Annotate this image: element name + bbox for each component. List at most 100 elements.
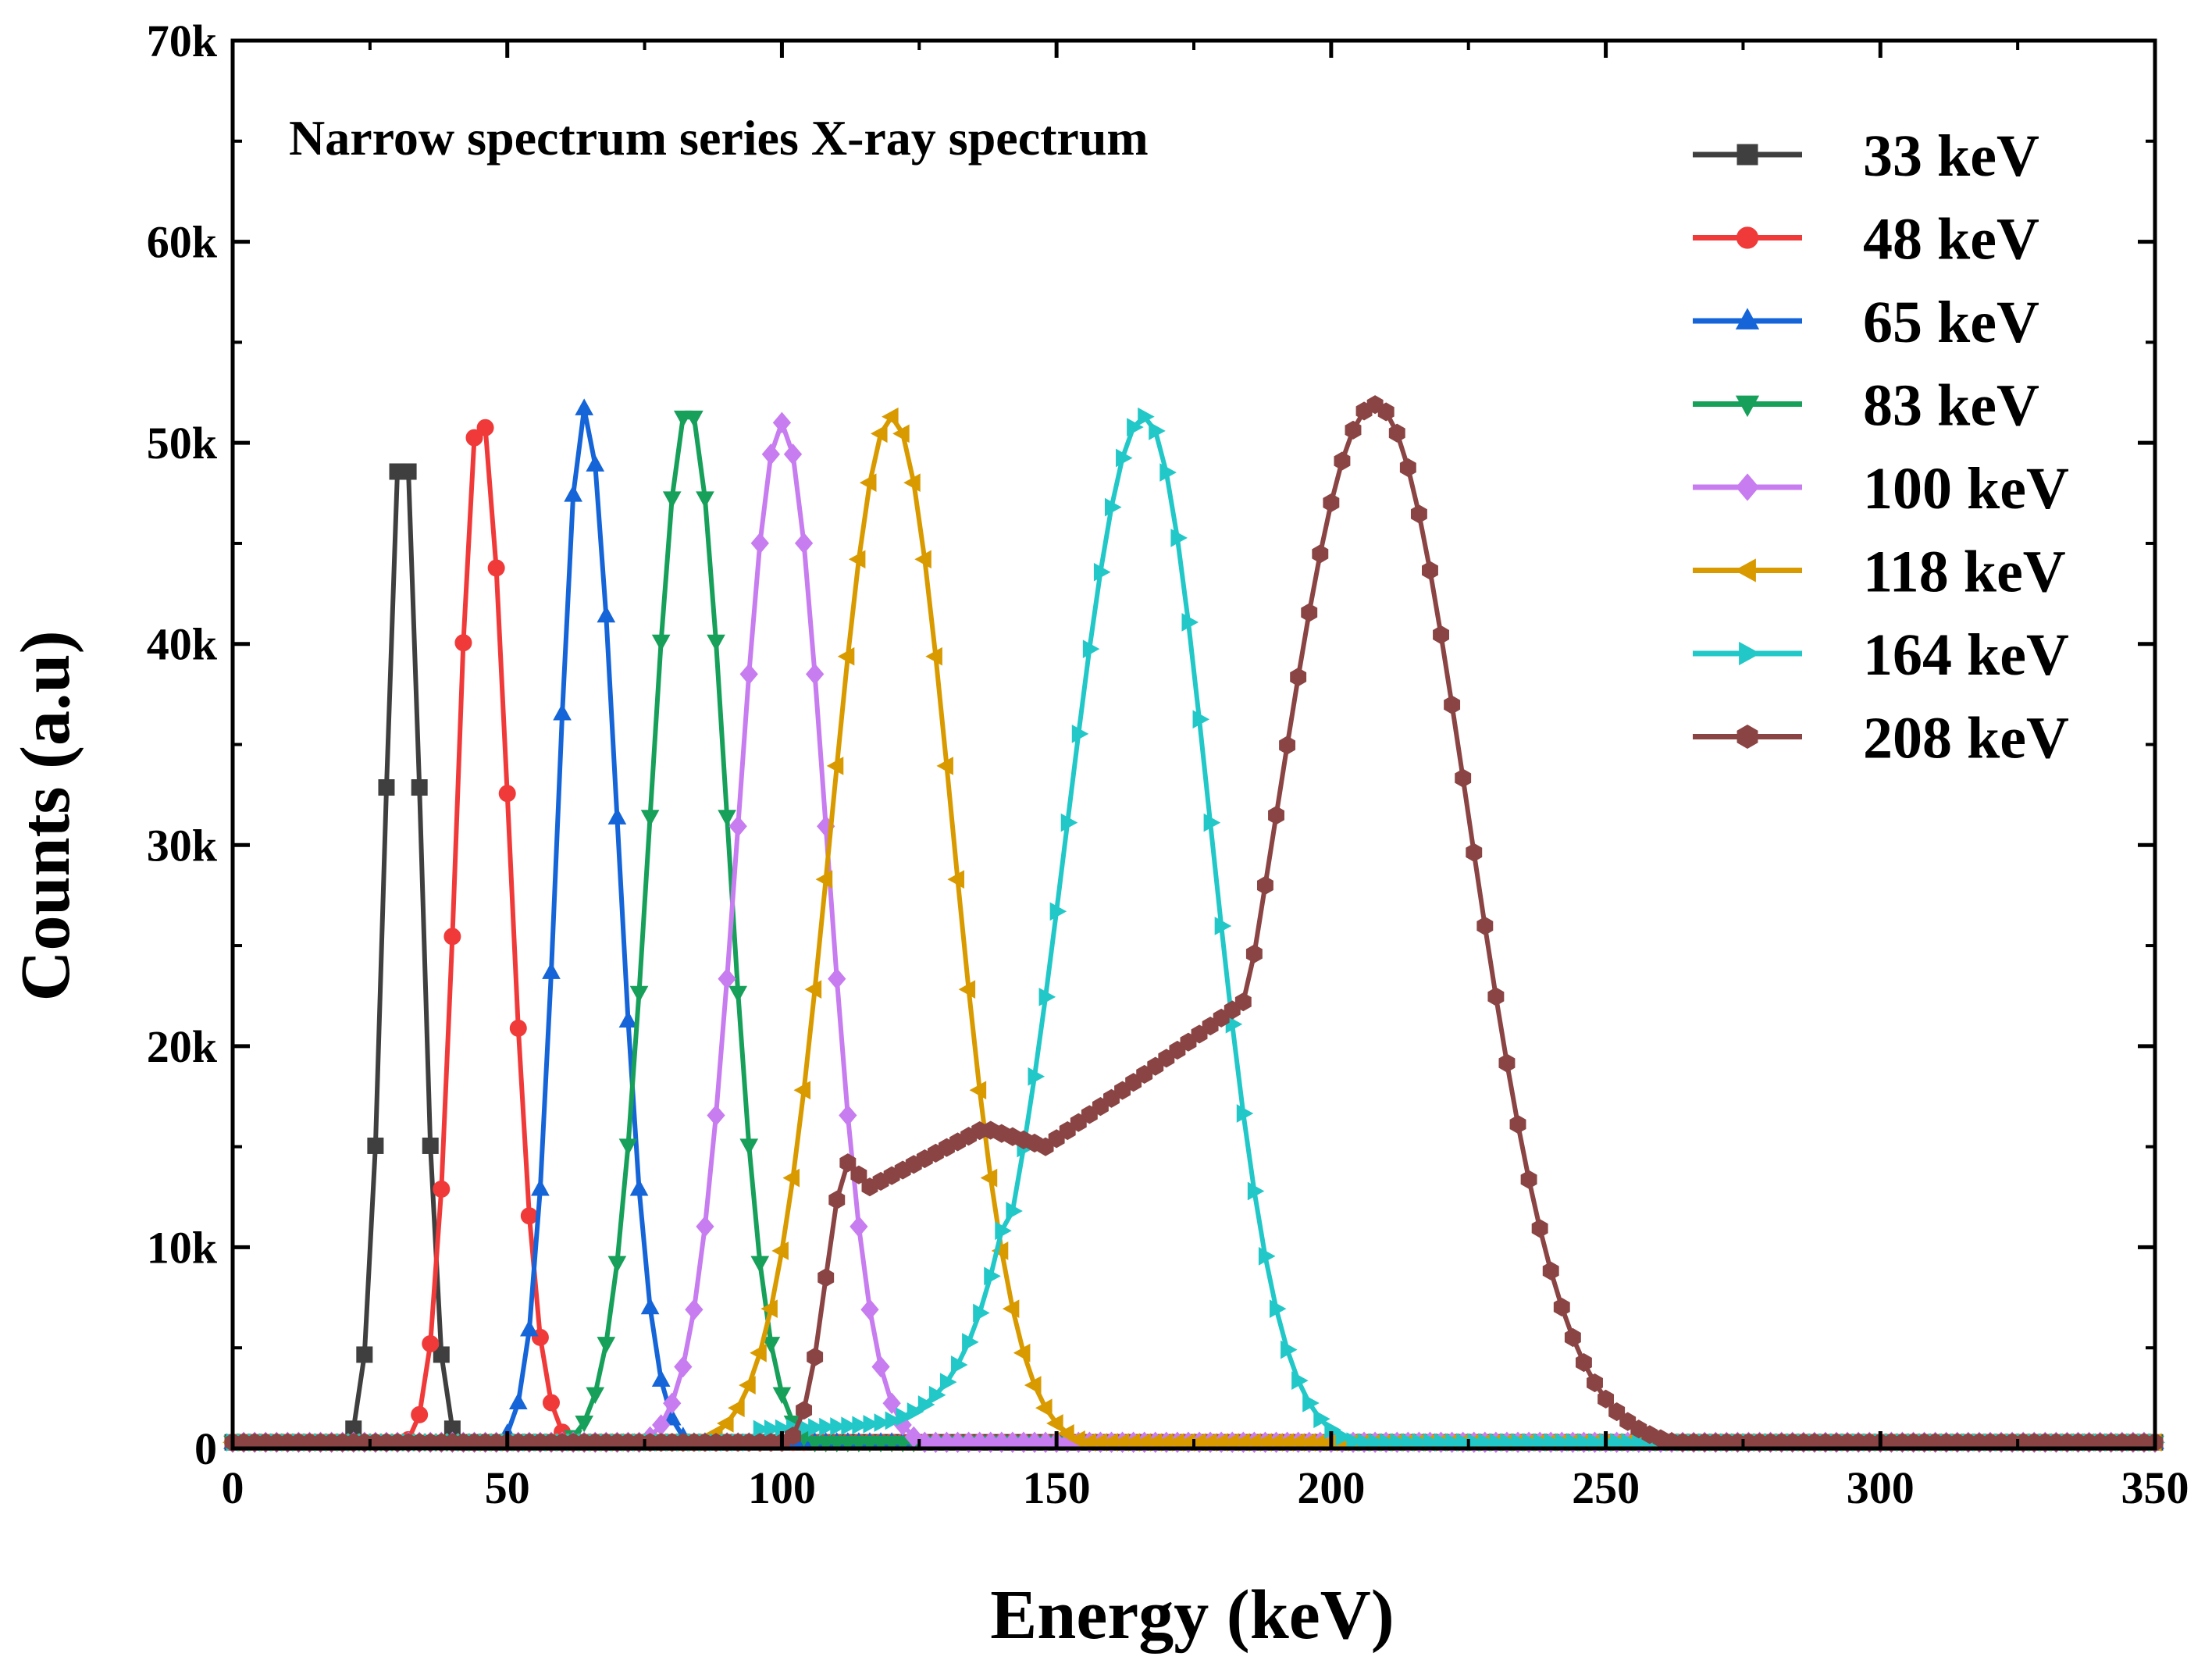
data-point xyxy=(852,1416,869,1435)
data-point xyxy=(962,1333,979,1352)
data-point xyxy=(378,779,395,796)
data-point xyxy=(1071,725,1089,743)
data-point xyxy=(1564,1327,1581,1348)
data-point xyxy=(728,815,747,838)
data-point xyxy=(1377,402,1395,422)
data-point xyxy=(917,1395,935,1414)
data-point xyxy=(1509,1114,1526,1134)
legend-item: 48 keV xyxy=(1693,207,2039,272)
data-point xyxy=(739,1376,756,1395)
data-point xyxy=(1575,1353,1592,1373)
data-point xyxy=(618,1138,638,1156)
data-point xyxy=(367,1137,384,1154)
data-point xyxy=(794,532,814,554)
data-point xyxy=(928,1385,946,1405)
data-point xyxy=(433,1180,451,1198)
data-point xyxy=(837,646,855,666)
data-point xyxy=(760,1299,778,1319)
data-point xyxy=(498,785,516,803)
data-point xyxy=(509,1019,527,1037)
data-point xyxy=(707,634,725,652)
data-point xyxy=(1735,308,1760,329)
data-point xyxy=(411,779,428,796)
data-point xyxy=(1334,451,1351,471)
x-tick-label: 250 xyxy=(1572,1462,1640,1513)
data-point xyxy=(575,1415,594,1433)
data-point xyxy=(586,1387,605,1405)
data-point xyxy=(1739,641,1761,666)
data-point xyxy=(1335,1427,1352,1447)
data-point xyxy=(782,1168,800,1188)
data-point xyxy=(465,429,483,447)
data-point xyxy=(984,1266,1001,1286)
data-point xyxy=(973,1303,990,1323)
data-point xyxy=(925,646,942,666)
data-point xyxy=(936,757,953,775)
data-point xyxy=(1290,668,1307,687)
data-point xyxy=(1734,558,1756,582)
data-point xyxy=(969,1081,987,1100)
data-point xyxy=(815,870,833,889)
legend-label: 33 keV xyxy=(1863,123,2039,189)
data-point xyxy=(951,1355,968,1374)
data-point xyxy=(356,1346,373,1363)
x-tick-label: 300 xyxy=(1847,1462,1915,1513)
data-point xyxy=(871,1355,890,1378)
data-point xyxy=(1247,1181,1265,1201)
legend: 33 keV 48 keV 65 keV 83 keV 100 keV 118 keV 16… xyxy=(1693,123,2069,771)
data-point xyxy=(807,1347,824,1367)
y-axis-title: Counts (a.u) xyxy=(7,630,84,1001)
data-point xyxy=(1323,493,1340,513)
data-point xyxy=(1520,1170,1537,1189)
data-point xyxy=(1313,1409,1330,1429)
data-point xyxy=(1236,1104,1254,1123)
data-point xyxy=(995,1221,1012,1241)
data-point xyxy=(718,810,736,827)
data-point xyxy=(1388,423,1405,443)
legend-item: 100 keV xyxy=(1693,456,2069,522)
data-point xyxy=(1270,1299,1287,1319)
data-point xyxy=(739,1138,759,1156)
data-point xyxy=(575,398,594,415)
data-point xyxy=(1736,473,1759,501)
data-point xyxy=(1060,813,1078,832)
data-point xyxy=(828,967,846,990)
data-point xyxy=(1046,1414,1063,1433)
data-point xyxy=(750,1256,770,1273)
data-point xyxy=(597,1337,616,1354)
data-point xyxy=(476,419,494,436)
data-point xyxy=(443,928,461,946)
data-point xyxy=(1104,497,1122,517)
data-point xyxy=(707,1104,725,1127)
data-point xyxy=(1116,448,1133,468)
data-point xyxy=(804,980,822,999)
data-point xyxy=(892,424,910,443)
data-point xyxy=(805,663,825,686)
data-point xyxy=(662,491,682,508)
legend-label: 48 keV xyxy=(1863,207,2039,272)
data-point xyxy=(796,1401,813,1420)
data-point xyxy=(1598,1389,1615,1409)
chart-title: Narrow spectrum series X-ray spectrum xyxy=(289,110,1149,166)
data-point xyxy=(618,1010,638,1028)
data-point xyxy=(696,1216,714,1238)
y-tick-label: 30k xyxy=(147,820,218,871)
data-point xyxy=(882,1392,901,1415)
data-point xyxy=(1258,1247,1276,1266)
data-point xyxy=(783,443,803,465)
data-point xyxy=(903,473,921,493)
data-point xyxy=(1006,1202,1023,1220)
data-point xyxy=(772,411,792,434)
data-point xyxy=(1735,395,1760,418)
data-point xyxy=(939,1373,957,1391)
y-tick-label: 60k xyxy=(147,217,218,268)
data-point xyxy=(1159,463,1177,482)
data-point xyxy=(1038,987,1056,1006)
data-point xyxy=(839,1104,857,1127)
data-point xyxy=(1498,1053,1516,1073)
data-point xyxy=(1214,917,1232,935)
data-point xyxy=(896,1407,914,1427)
data-point xyxy=(1302,1394,1320,1412)
x-axis-title: Energy (keV) xyxy=(990,1576,1394,1654)
